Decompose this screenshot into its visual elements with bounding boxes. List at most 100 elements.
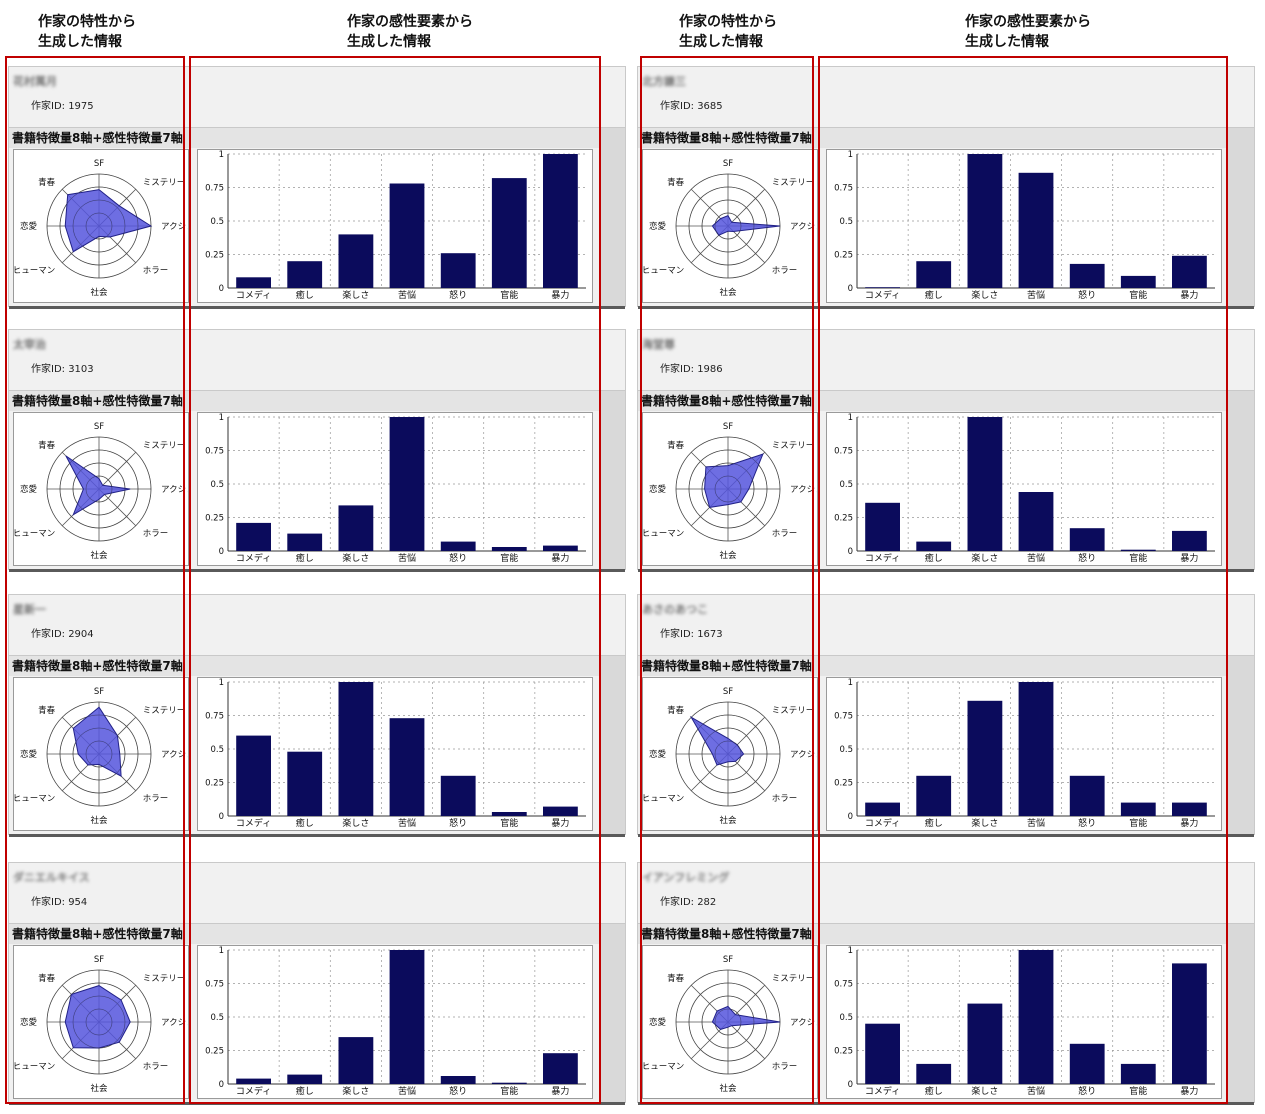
radar-series-polygon bbox=[72, 706, 122, 777]
bar-chart-panel: 0 0.25 0.5 0.75 1 コメディ 癒し 楽しさ 苦悩 怒り 官能 暴力 bbox=[197, 945, 593, 1099]
bar-category-label: 癒し bbox=[925, 289, 943, 301]
author-id: 作家ID: 282 bbox=[660, 897, 717, 908]
bar-y-tick-label: 0.5 bbox=[210, 480, 224, 490]
card-shadow bbox=[9, 306, 625, 309]
radar-ring-overlay bbox=[46, 969, 152, 1075]
radar-ring-overlay bbox=[714, 475, 742, 503]
radar-series-polygon bbox=[711, 1005, 781, 1030]
card-side-stripe bbox=[599, 391, 625, 569]
bar bbox=[491, 178, 527, 288]
card-side-stripe bbox=[1228, 128, 1254, 306]
author-name: イアンフレミング bbox=[642, 871, 730, 884]
bar-category-label: 癒し bbox=[296, 817, 314, 829]
bar-y-tick-label: 0.75 bbox=[834, 980, 853, 990]
radar-ring-overlay bbox=[675, 969, 781, 1075]
bar-y-tick-label: 0.5 bbox=[839, 480, 853, 490]
card-shadow bbox=[9, 569, 625, 572]
radar-ring-overlay bbox=[59, 186, 139, 266]
radar-axis-label: 社会 bbox=[719, 550, 737, 561]
radar-axis-label: ミステリー bbox=[143, 706, 186, 716]
bar-category-label: 怒り bbox=[1078, 817, 1096, 829]
radar-ring-overlay bbox=[675, 701, 781, 807]
bar-category-label: 癒し bbox=[925, 817, 943, 829]
radar-axis-label: ミステリー bbox=[772, 178, 815, 188]
bar-category-label: 暴力 bbox=[1180, 817, 1198, 829]
bar-chart-panel: 0 0.25 0.5 0.75 1 コメディ 癒し 楽しさ 苦悩 怒り 官能 暴力 bbox=[826, 945, 1222, 1099]
bar-y-tick-label: 0.5 bbox=[210, 217, 224, 227]
bar-category-label: コメディ bbox=[236, 552, 271, 564]
bar-y-tick-label: 0.75 bbox=[205, 712, 224, 722]
bar-category-label: 怒り bbox=[449, 289, 467, 301]
radar-axis-label: ホラー bbox=[772, 529, 798, 539]
bar-chart: 0 0.25 0.5 0.75 1 コメディ 癒し 楽しさ 苦悩 怒り 官能 暴力 bbox=[834, 150, 1215, 301]
bar bbox=[865, 1023, 900, 1084]
bar bbox=[338, 1037, 374, 1084]
radar-series-polygon bbox=[704, 453, 764, 508]
header-left-sense: 作家の感性要素から 生成した情報 bbox=[347, 14, 473, 50]
bar-category-label: 官能 bbox=[1129, 1085, 1147, 1097]
bar-category-label: 苦悩 bbox=[1027, 552, 1045, 564]
bar-category-label: 官能 bbox=[500, 289, 518, 301]
bar-category-label: 楽しさ bbox=[971, 1085, 998, 1097]
radar-axis-label: ヒューマン bbox=[643, 1062, 684, 1072]
bar bbox=[491, 547, 527, 551]
bar bbox=[491, 812, 527, 816]
radar-axis-label: SF bbox=[94, 687, 104, 697]
bar-y-tick-label: 0.75 bbox=[834, 447, 853, 457]
radar-axis-label: アクション bbox=[790, 485, 817, 495]
radar-ring-overlay bbox=[688, 449, 768, 529]
bar bbox=[389, 417, 425, 551]
radar-ring-overlay bbox=[714, 212, 742, 240]
radar-axis-label: アクション bbox=[790, 1018, 817, 1028]
radar-chart-panel: SF ミステリーアクションホラー社会 ヒューマン 恋愛 青春 bbox=[642, 412, 832, 566]
bar-category-label: 暴力 bbox=[551, 552, 569, 564]
bar-y-tick-label: 0.5 bbox=[210, 1013, 224, 1023]
bar-y-tick-label: 0.5 bbox=[839, 745, 853, 755]
radar-ring-overlay bbox=[701, 727, 755, 781]
header-left-traits: 作家の特性から 生成した情報 bbox=[38, 14, 136, 50]
card-side-stripe bbox=[1228, 391, 1254, 569]
bar-y-tick-label: 0.25 bbox=[834, 779, 853, 789]
bar-category-label: コメディ bbox=[236, 1085, 271, 1097]
radar-chart: SF ミステリーアクションホラー社会 ヒューマン 恋愛 青春 bbox=[13, 159, 203, 298]
bar-category-label: 楽しさ bbox=[971, 289, 998, 301]
bar bbox=[1069, 1043, 1105, 1084]
bar bbox=[287, 533, 323, 551]
author-name: 花村萬月 bbox=[13, 75, 57, 88]
bar-category-label: 怒り bbox=[1078, 552, 1096, 564]
bar-y-tick-label: 1 bbox=[219, 150, 224, 160]
bar-category-label: 怒り bbox=[1078, 1085, 1096, 1097]
author-name: 星新一 bbox=[13, 603, 46, 616]
author-name: 海堂尊 bbox=[642, 338, 675, 351]
radar-ring-overlay bbox=[59, 449, 139, 529]
radar-axis-label: ホラー bbox=[143, 266, 169, 276]
radar-chart: SF ミステリーアクションホラー社会 ヒューマン 恋愛 青春 bbox=[642, 955, 832, 1094]
chart-title: 書籍特徴量8軸+感性特徴量7軸 bbox=[12, 394, 183, 408]
bar-category-label: 苦悩 bbox=[398, 1085, 416, 1097]
radar-chart-panel: SF ミステリーアクションホラー社会 ヒューマン 恋愛 青春 bbox=[642, 149, 832, 303]
radar-axis-label: ヒューマン bbox=[643, 529, 684, 539]
radar-ring-overlay bbox=[59, 982, 139, 1062]
radar-axis-label: SF bbox=[94, 955, 104, 965]
radar-series-polygon bbox=[65, 455, 131, 516]
bar bbox=[1172, 255, 1207, 288]
bar bbox=[1120, 802, 1156, 816]
bar bbox=[440, 541, 476, 551]
bar-chart-panel: 0 0.25 0.5 0.75 1 コメディ 癒し 楽しさ 苦悩 怒り 官能 暴力 bbox=[826, 149, 1222, 303]
card-side-stripe bbox=[599, 128, 625, 306]
bar-category-label: コメディ bbox=[865, 289, 900, 301]
radar-chart: SF ミステリーアクションホラー社会 ヒューマン 恋愛 青春 bbox=[642, 687, 832, 826]
bar-y-tick-label: 0.25 bbox=[205, 779, 224, 789]
chart-header-band bbox=[638, 923, 1254, 944]
bar bbox=[1018, 682, 1054, 816]
radar-ring-overlay bbox=[46, 436, 152, 542]
radar-series-polygon bbox=[711, 214, 781, 236]
bar-y-tick-label: 0.75 bbox=[205, 980, 224, 990]
radar-chart-panel: SF ミステリーアクションホラー社会 ヒューマン 恋愛 青春 bbox=[13, 945, 203, 1099]
bar-category-label: コメディ bbox=[865, 817, 900, 829]
bar-y-tick-label: 1 bbox=[219, 413, 224, 423]
bar-y-tick-label: 1 bbox=[848, 678, 853, 688]
radar-ring-overlay bbox=[72, 199, 126, 253]
radar-axis-label: 青春 bbox=[38, 440, 56, 451]
bar-y-tick-label: 0.25 bbox=[205, 251, 224, 261]
